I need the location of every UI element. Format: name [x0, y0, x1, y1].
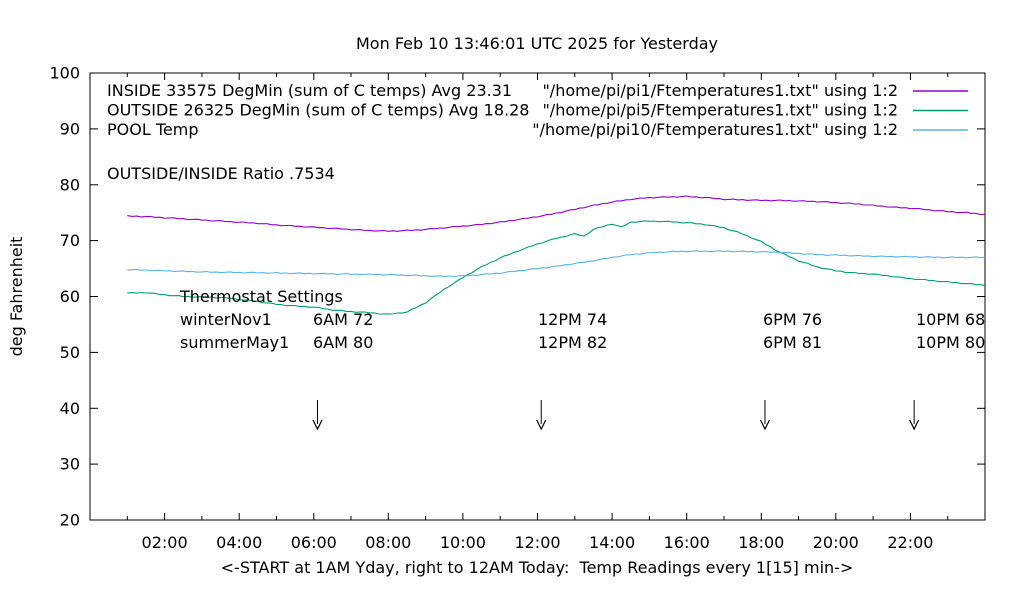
y-axis-label: deg Fahrenheit: [7, 237, 26, 357]
plot-frame: [89, 72, 986, 521]
legend-label-pool: POOL Temp: [107, 120, 198, 139]
legend-label-inside: INSIDE 33575 DegMin (sum of C temps) Avg…: [107, 81, 512, 100]
pool-curve: [127, 250, 986, 278]
x-tick-label: 04:00: [216, 533, 262, 552]
ratio-annotation: OUTSIDE/INSIDE Ratio .7534: [107, 164, 335, 183]
thermostat-winter-12pm: 12PM 74: [538, 310, 607, 329]
y-tick-label: 30: [60, 455, 80, 474]
y-tick-label: 100: [49, 64, 80, 83]
y-tick-label: 90: [60, 119, 80, 138]
legend: INSIDE 33575 DegMin (sum of C temps) Avg…: [107, 81, 968, 139]
x-tick-label: 20:00: [813, 533, 859, 552]
thermostat-summer-label: summerMay1: [180, 333, 289, 352]
y-tick-label: 60: [60, 287, 80, 306]
y-axis-tick-labels: 20 30 40 50 60 70 80 90 100: [49, 64, 80, 530]
legend-label-outside: OUTSIDE 26325 DegMin (sum of C temps) Av…: [107, 101, 529, 120]
setpoint-arrows: [312, 400, 920, 431]
arrow-head-down-icon: [312, 419, 323, 431]
x-tick-label: 08:00: [365, 533, 411, 552]
thermostat-summer-6am: 6AM 80: [313, 333, 373, 352]
legend-file-inside: "/home/pi/pi1/Ftemperatures1.txt" using …: [542, 81, 898, 100]
thermostat-summer-10pm: 10PM 80: [916, 333, 985, 352]
y-tick-label: 70: [60, 231, 80, 250]
thermostat-summer-6pm: 6PM 81: [763, 333, 822, 352]
setpoint-arrow: [759, 400, 771, 431]
arrow-head-down-icon: [536, 419, 547, 431]
x-tick-label: 14:00: [589, 533, 635, 552]
arrow-head-down-icon: [759, 419, 771, 431]
inside-curve: [127, 195, 985, 232]
setpoint-arrow: [312, 400, 323, 431]
x-tick-label: 06:00: [291, 533, 337, 552]
legend-file-outside: "/home/pi/pi5/Ftemperatures1.txt" using …: [542, 101, 898, 120]
x-axis-label: <-START at 1AM Yday, right to 12AM Today…: [221, 558, 854, 577]
thermostat-winter-label: winterNov1: [180, 310, 272, 329]
outside-curve: [127, 220, 986, 315]
thermostat-settings: Thermostat Settings winterNov1 6AM 72 12…: [179, 287, 985, 352]
chart-title: Mon Feb 10 13:46:01 UTC 2025 for Yesterd…: [356, 34, 718, 53]
curves: [127, 195, 986, 315]
x-tick-label: 02:00: [142, 533, 188, 552]
setpoint-arrow: [909, 400, 920, 431]
thermostat-winter-6am: 6AM 72: [313, 310, 373, 329]
x-tick-label: 10:00: [440, 533, 486, 552]
arrow-head-down-icon: [909, 419, 920, 431]
x-axis-tick-labels: 02:00 04:00 06:00 08:00 10:00 12:00 14:00 16:00…: [142, 533, 934, 552]
x-tick-label: 16:00: [664, 533, 710, 552]
thermostat-summer-12pm: 12PM 82: [538, 333, 607, 352]
x-tick-label: 18:00: [738, 533, 784, 552]
y-tick-label: 40: [60, 399, 80, 418]
thermostat-winter-6pm: 6PM 76: [763, 310, 822, 329]
thermostat-winter-10pm: 10PM 68: [916, 310, 985, 329]
legend-file-pool: "/home/pi/pi10/Ftemperatures1.txt" using…: [532, 120, 898, 139]
x-tick-label: 22:00: [887, 533, 933, 552]
y-tick-label: 50: [60, 343, 80, 362]
y-tick-label: 20: [60, 511, 80, 530]
thermostat-title: Thermostat Settings: [179, 287, 343, 306]
setpoint-arrow: [536, 400, 547, 431]
x-tick-label: 12:00: [514, 533, 560, 552]
y-tick-label: 80: [60, 175, 80, 194]
